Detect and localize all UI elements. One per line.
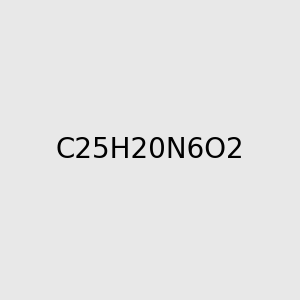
Text: C25H20N6O2: C25H20N6O2: [56, 136, 244, 164]
